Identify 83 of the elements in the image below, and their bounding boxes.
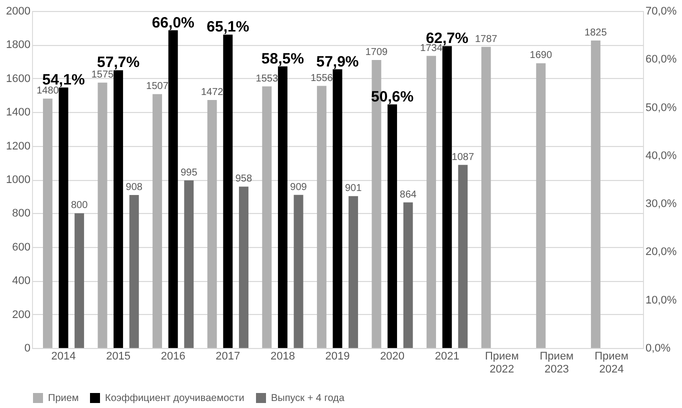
bar: [590, 40, 600, 348]
legend-label: Выпуск + 4 года: [271, 393, 345, 404]
bar: [238, 186, 248, 348]
bar: [129, 195, 139, 348]
y2-tick-label: 0,0%: [646, 342, 671, 354]
bar: [152, 94, 162, 348]
bar: [458, 164, 468, 348]
y-tick-label: 1800: [6, 39, 30, 52]
bar: [74, 213, 84, 348]
bar: [388, 104, 398, 348]
x-tick-label: Прием 2023: [540, 350, 574, 376]
data-label: 1087: [452, 152, 474, 163]
y2-tick-label: 40,0%: [646, 150, 677, 162]
y2-tick-label: 70,0%: [646, 6, 677, 18]
legend-label: Прием: [48, 393, 79, 404]
bar: [114, 70, 124, 348]
bar: [42, 98, 52, 348]
bar: [403, 202, 413, 348]
bar: [481, 46, 491, 348]
bar: [223, 34, 233, 348]
bar: [294, 194, 304, 348]
bar: [207, 100, 217, 348]
data-label: 57,9%: [316, 53, 359, 70]
data-label: 1480: [36, 86, 60, 97]
y-tick-label: 800: [12, 208, 30, 220]
data-label: 800: [70, 200, 88, 212]
data-label: 1507: [146, 81, 169, 92]
data-label: 908: [126, 182, 143, 193]
x-tick-label: Прием 2022: [484, 350, 519, 376]
y-tick-label: 1000: [6, 174, 30, 186]
data-label: 901: [344, 183, 362, 194]
bar: [184, 180, 194, 348]
bar: [316, 86, 326, 348]
data-label: 1709: [365, 47, 388, 58]
x-tick-label: Прием 2024: [594, 350, 628, 376]
bar: [442, 46, 452, 348]
y-tick-label: 1400: [6, 106, 30, 119]
y2-tick-label: 30,0%: [646, 198, 677, 210]
data-label: 1825: [584, 27, 608, 38]
bar: [58, 88, 68, 348]
y-tick-label: 600: [12, 241, 30, 254]
bar: [426, 56, 436, 348]
x-tick-label: 2016: [160, 350, 186, 362]
bar: [168, 30, 178, 348]
data-label: 65,1%: [206, 18, 250, 36]
y-tick-label: 0: [24, 342, 30, 354]
data-label: 1575: [91, 70, 114, 81]
x-tick-label: 2019: [325, 350, 350, 362]
data-label: 1553: [256, 73, 278, 84]
legend-label: Коэффициент доучиваемости: [105, 393, 244, 404]
bar: [262, 86, 272, 348]
bar: [278, 66, 288, 348]
x-tick-label: 2018: [270, 350, 295, 362]
y-tick-label: 2000: [6, 6, 30, 18]
x-tick-label: 2021: [434, 350, 460, 362]
y2-tick-label: 50,0%: [646, 102, 677, 114]
data-label: 1472: [200, 86, 224, 98]
bar: [536, 63, 546, 348]
data-label: 1556: [310, 72, 334, 84]
data-label: 995: [180, 167, 198, 178]
data-label: 1690: [530, 50, 552, 62]
data-label: 909: [290, 182, 308, 193]
data-label: 50,6%: [371, 88, 414, 106]
data-label: 864: [400, 189, 417, 200]
bar: [98, 82, 108, 348]
data-label: 958: [235, 174, 252, 185]
y2-tick-label: 10,0%: [646, 294, 677, 306]
y-tick-label: 200: [12, 308, 30, 321]
y2-tick-label: 20,0%: [646, 246, 677, 258]
x-tick-label: 2017: [216, 350, 240, 362]
data-label: 58,5%: [261, 50, 304, 68]
y-tick-label: 400: [12, 275, 30, 288]
data-label: 1787: [474, 34, 498, 45]
x-tick-label: 2014: [51, 350, 76, 362]
bar: [348, 196, 358, 348]
data-label: 66,0%: [152, 14, 194, 32]
data-label: 57,7%: [97, 54, 140, 72]
x-tick-label: 2020: [380, 350, 405, 362]
y2-tick-label: 60,0%: [646, 54, 677, 66]
y-tick-label: 1200: [6, 140, 30, 152]
y-tick-label: 1600: [6, 72, 30, 85]
bar: [332, 69, 342, 348]
x-tick-label: 2015: [106, 350, 131, 362]
